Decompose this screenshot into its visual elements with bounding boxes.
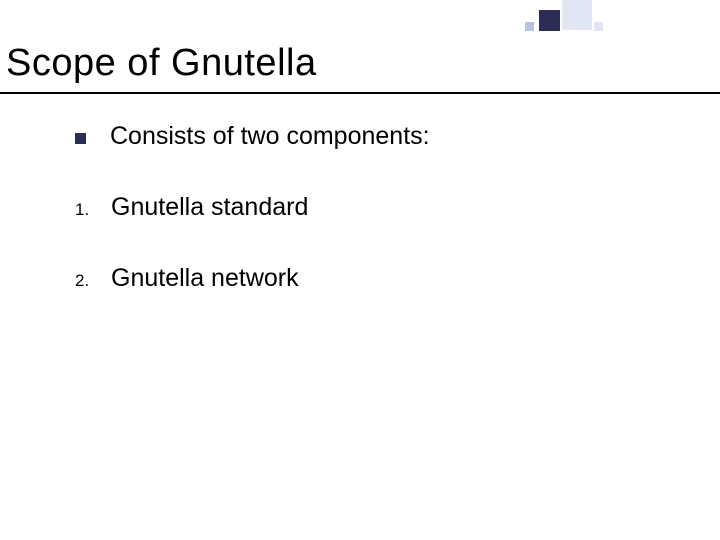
corner-decoration: [525, 0, 720, 36]
square-bullet-icon: [75, 133, 86, 144]
deco-square-3: [594, 22, 603, 31]
list-item-text: Gnutella network: [111, 264, 299, 293]
number-marker: 1.: [75, 200, 93, 220]
list-item-text: Consists of two components:: [110, 122, 430, 151]
number-marker: 2.: [75, 271, 93, 291]
deco-square-1: [539, 10, 560, 31]
slide-title: Scope of Gnutella: [6, 42, 317, 85]
deco-square-2: [562, 0, 592, 30]
title-underline: [0, 92, 720, 94]
list-item-text: Gnutella standard: [111, 193, 308, 222]
list-item: Consists of two components:: [75, 122, 430, 151]
list-item: 2. Gnutella network: [75, 264, 430, 293]
deco-square-0: [525, 22, 534, 31]
list-item: 1. Gnutella standard: [75, 193, 430, 222]
slide-body: Consists of two components: 1. Gnutella …: [75, 122, 430, 335]
